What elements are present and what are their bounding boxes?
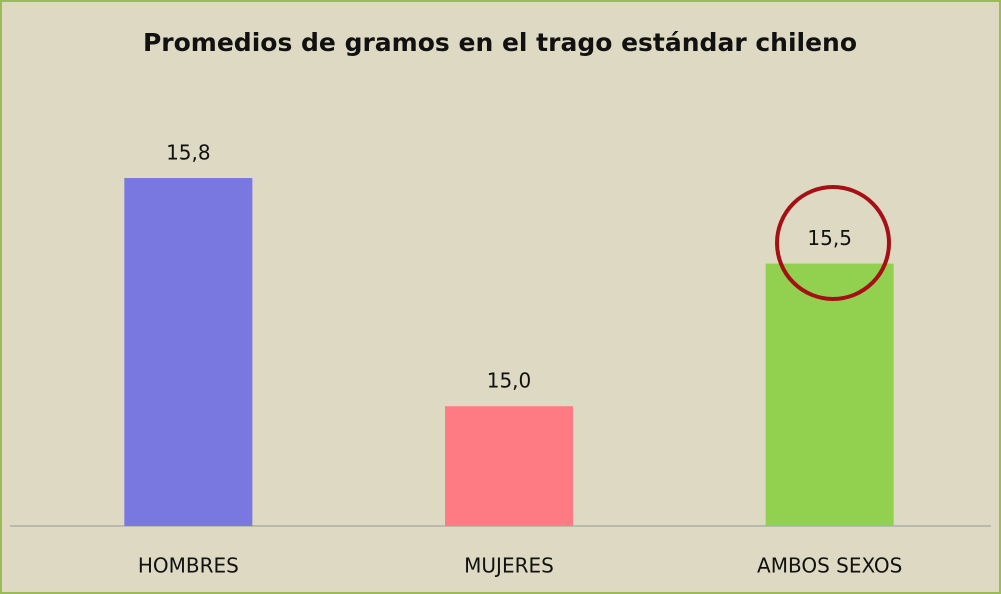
x-tick-label: AMBOS SEXOS (757, 554, 902, 578)
bar (445, 406, 573, 526)
bar (765, 263, 894, 526)
highlight-circle (775, 185, 891, 301)
bar (124, 178, 253, 527)
data-label: 15,5 (807, 226, 852, 250)
chart-title: Promedios de gramos en el trago estándar… (143, 28, 857, 57)
data-label: 15,8 (166, 141, 211, 165)
x-tick-label: HOMBRES (138, 554, 239, 578)
data-label: 15,0 (487, 369, 532, 393)
x-tick-label: MUJERES (464, 554, 554, 578)
